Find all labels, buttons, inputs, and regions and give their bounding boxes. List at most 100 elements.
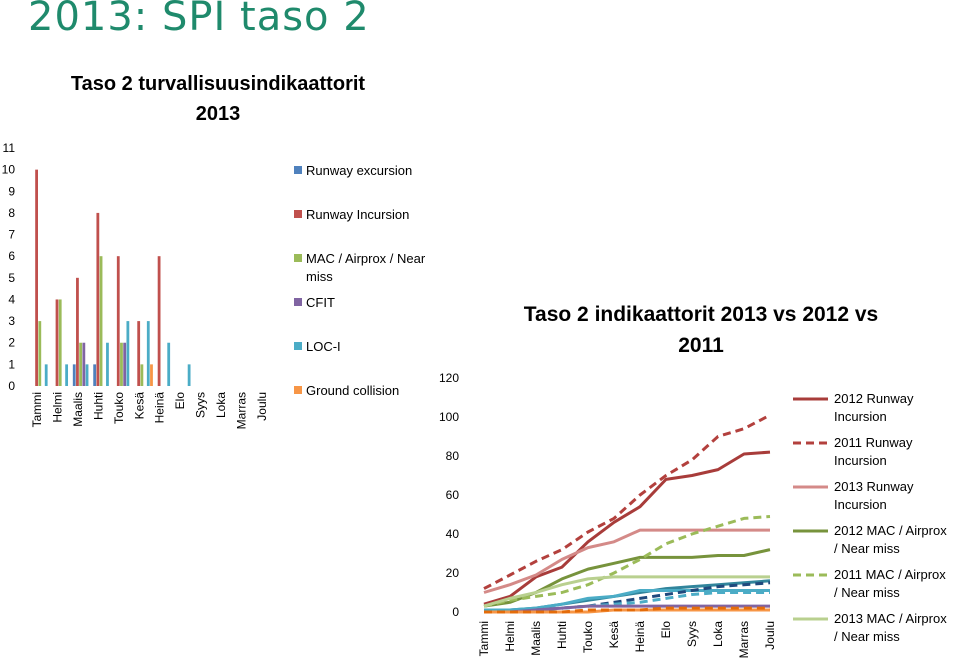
bar-y-tick-label: 10	[2, 163, 16, 177]
line-legend-label-0-cont: Incursion	[834, 409, 887, 424]
bar-y-tick-label: 11	[3, 141, 16, 155]
line-y-tick-label: 60	[446, 488, 460, 502]
bar-legend-swatch-4	[294, 342, 302, 350]
bar-x-tick-label: Helmi	[51, 392, 65, 423]
bar-4-1	[65, 364, 69, 386]
line-series-1	[483, 413, 771, 590]
line-x-tick-label: Elo	[659, 621, 673, 639]
line-chart-subtitle: 2011	[678, 334, 724, 357]
line-legend-label-5: 2013 MAC / Airprox	[834, 611, 947, 626]
line-x-tick-label: Tammi	[477, 621, 491, 656]
line-chart-title: Taso 2 indikaattorit 2013 vs 2012 vs	[524, 303, 878, 326]
line-x-tick-label: Syys	[685, 621, 699, 647]
bar-legend-swatch-0	[294, 166, 302, 174]
bar-chart-title: Taso 2 turvallisuusindikaattorit	[71, 73, 365, 95]
line-legend-label-2-cont: Incursion	[834, 497, 887, 512]
bar-legend-swatch-5	[294, 386, 302, 394]
line-chart: 0 20 40 60 80 100 120 Tammi Helmi Maalis Huhti Touk…	[439, 371, 947, 658]
bar-4-7	[187, 364, 191, 386]
bar-y-tick-label: 0	[8, 379, 15, 393]
bar-2-5	[140, 364, 144, 386]
line-y-tick-label: 0	[452, 605, 459, 619]
line-y-tick-label: 40	[446, 527, 460, 541]
bar-x-tick-label: Maalis	[71, 392, 85, 427]
bar-2-2	[79, 342, 83, 386]
bar-y-tick-label: 3	[8, 314, 15, 328]
bar-3-2	[82, 342, 86, 386]
bar-legend-label-4: LOC-I	[306, 339, 341, 354]
bar-4-0	[44, 364, 48, 386]
line-x-tick-label: Kesä	[607, 621, 621, 649]
bar-y-tick-label: 4	[8, 292, 15, 306]
bar-1-2	[76, 277, 79, 386]
bar-y-tick-label: 6	[8, 249, 15, 263]
bar-5-5	[150, 364, 153, 386]
line-legend-label-4: 2011 MAC / Airprox	[834, 567, 946, 582]
bar-0-3	[93, 364, 97, 386]
bar-1-3	[96, 212, 100, 386]
bar-x-tick-label: Loka	[214, 392, 228, 418]
line-series-2	[483, 528, 770, 594]
bar-4-2	[85, 364, 89, 386]
line-legend-label-1: 2011 Runway	[834, 435, 913, 450]
bar-legend-label-5: Ground collision	[306, 383, 399, 398]
bar-legend-label-2-cont: miss	[306, 269, 333, 284]
bar-2-3	[99, 256, 103, 386]
bar-2-4	[120, 342, 123, 386]
bar-1-4	[116, 256, 120, 386]
bar-x-tick-label: Kesä	[132, 392, 146, 420]
line-x-tick-label: Loka	[711, 621, 725, 647]
bar-chart: 0 1 2 3 4 5 6 7 8 9 10 11 Tammi Helmi Maalis Huhti Touko…	[2, 141, 426, 429]
line-legend-label-5-cont: / Near miss	[834, 629, 900, 644]
line-series-9	[484, 591, 770, 612]
line-series-4	[483, 515, 771, 608]
bar-legend-label-1: Runway Incursion	[306, 207, 409, 222]
line-x-tick-label: Heinä	[633, 621, 647, 653]
bar-4-6	[167, 342, 171, 386]
bar-y-tick-label: 9	[8, 184, 15, 198]
line-legend-label-1-cont: Incursion	[834, 453, 887, 468]
bar-x-tick-label: Heinä	[153, 392, 167, 424]
line-series-12	[484, 606, 770, 614]
line-legend-label-3: 2012 MAC / Airprox	[834, 523, 947, 538]
line-x-tick-label: Marras	[737, 621, 751, 658]
bar-y-tick-label: 7	[8, 228, 15, 242]
bar-legend-label-2: MAC / Airprox / Near	[306, 251, 426, 266]
bar-x-tick-label: Elo	[173, 392, 187, 410]
bar-legend-swatch-1	[294, 210, 302, 218]
bar-1-0	[35, 169, 38, 386]
bar-1-6	[157, 256, 161, 386]
line-series-5	[483, 575, 770, 608]
line-x-tick-label: Maalis	[529, 621, 543, 656]
bar-1-1	[55, 299, 59, 386]
slide-title: 2013: SPI taso 2	[28, 0, 370, 40]
bar-2-1	[58, 299, 62, 386]
line-y-tick-label: 80	[446, 449, 460, 463]
line-x-tick-label: Touko	[581, 621, 595, 653]
bar-y-tick-label: 2	[8, 336, 15, 350]
bar-3-4	[123, 342, 127, 386]
line-x-tick-label: Helmi	[503, 621, 517, 652]
bar-x-tick-label: Tammi	[30, 392, 44, 427]
bar-legend-label-0: Runway excursion	[306, 163, 412, 178]
bar-y-tick-label: 1	[8, 357, 15, 371]
line-series-10	[484, 604, 770, 614]
bar-4-3	[106, 342, 109, 386]
bar-legend-label-3: CFIT	[306, 295, 335, 310]
bar-x-tick-label: Huhti	[91, 392, 105, 420]
bar-x-tick-label: Marras	[234, 392, 248, 429]
bar-4-4	[126, 321, 130, 386]
bar-2-0	[38, 321, 42, 386]
line-legend-label-2: 2013 Runway	[834, 479, 914, 494]
bar-x-tick-label: Joulu	[255, 392, 269, 421]
bar-x-tick-label: Syys	[194, 392, 208, 418]
line-y-tick-label: 120	[439, 371, 459, 385]
line-x-tick-label: Huhti	[555, 621, 569, 649]
bar-chart-subtitle: 2013	[196, 103, 241, 125]
line-x-tick-label: Joulu	[763, 621, 777, 650]
line-legend-label-3-cont: / Near miss	[834, 541, 900, 556]
bar-legend-swatch-3	[294, 298, 302, 306]
line-series-0	[483, 450, 771, 606]
line-y-tick-label: 100	[439, 410, 459, 424]
